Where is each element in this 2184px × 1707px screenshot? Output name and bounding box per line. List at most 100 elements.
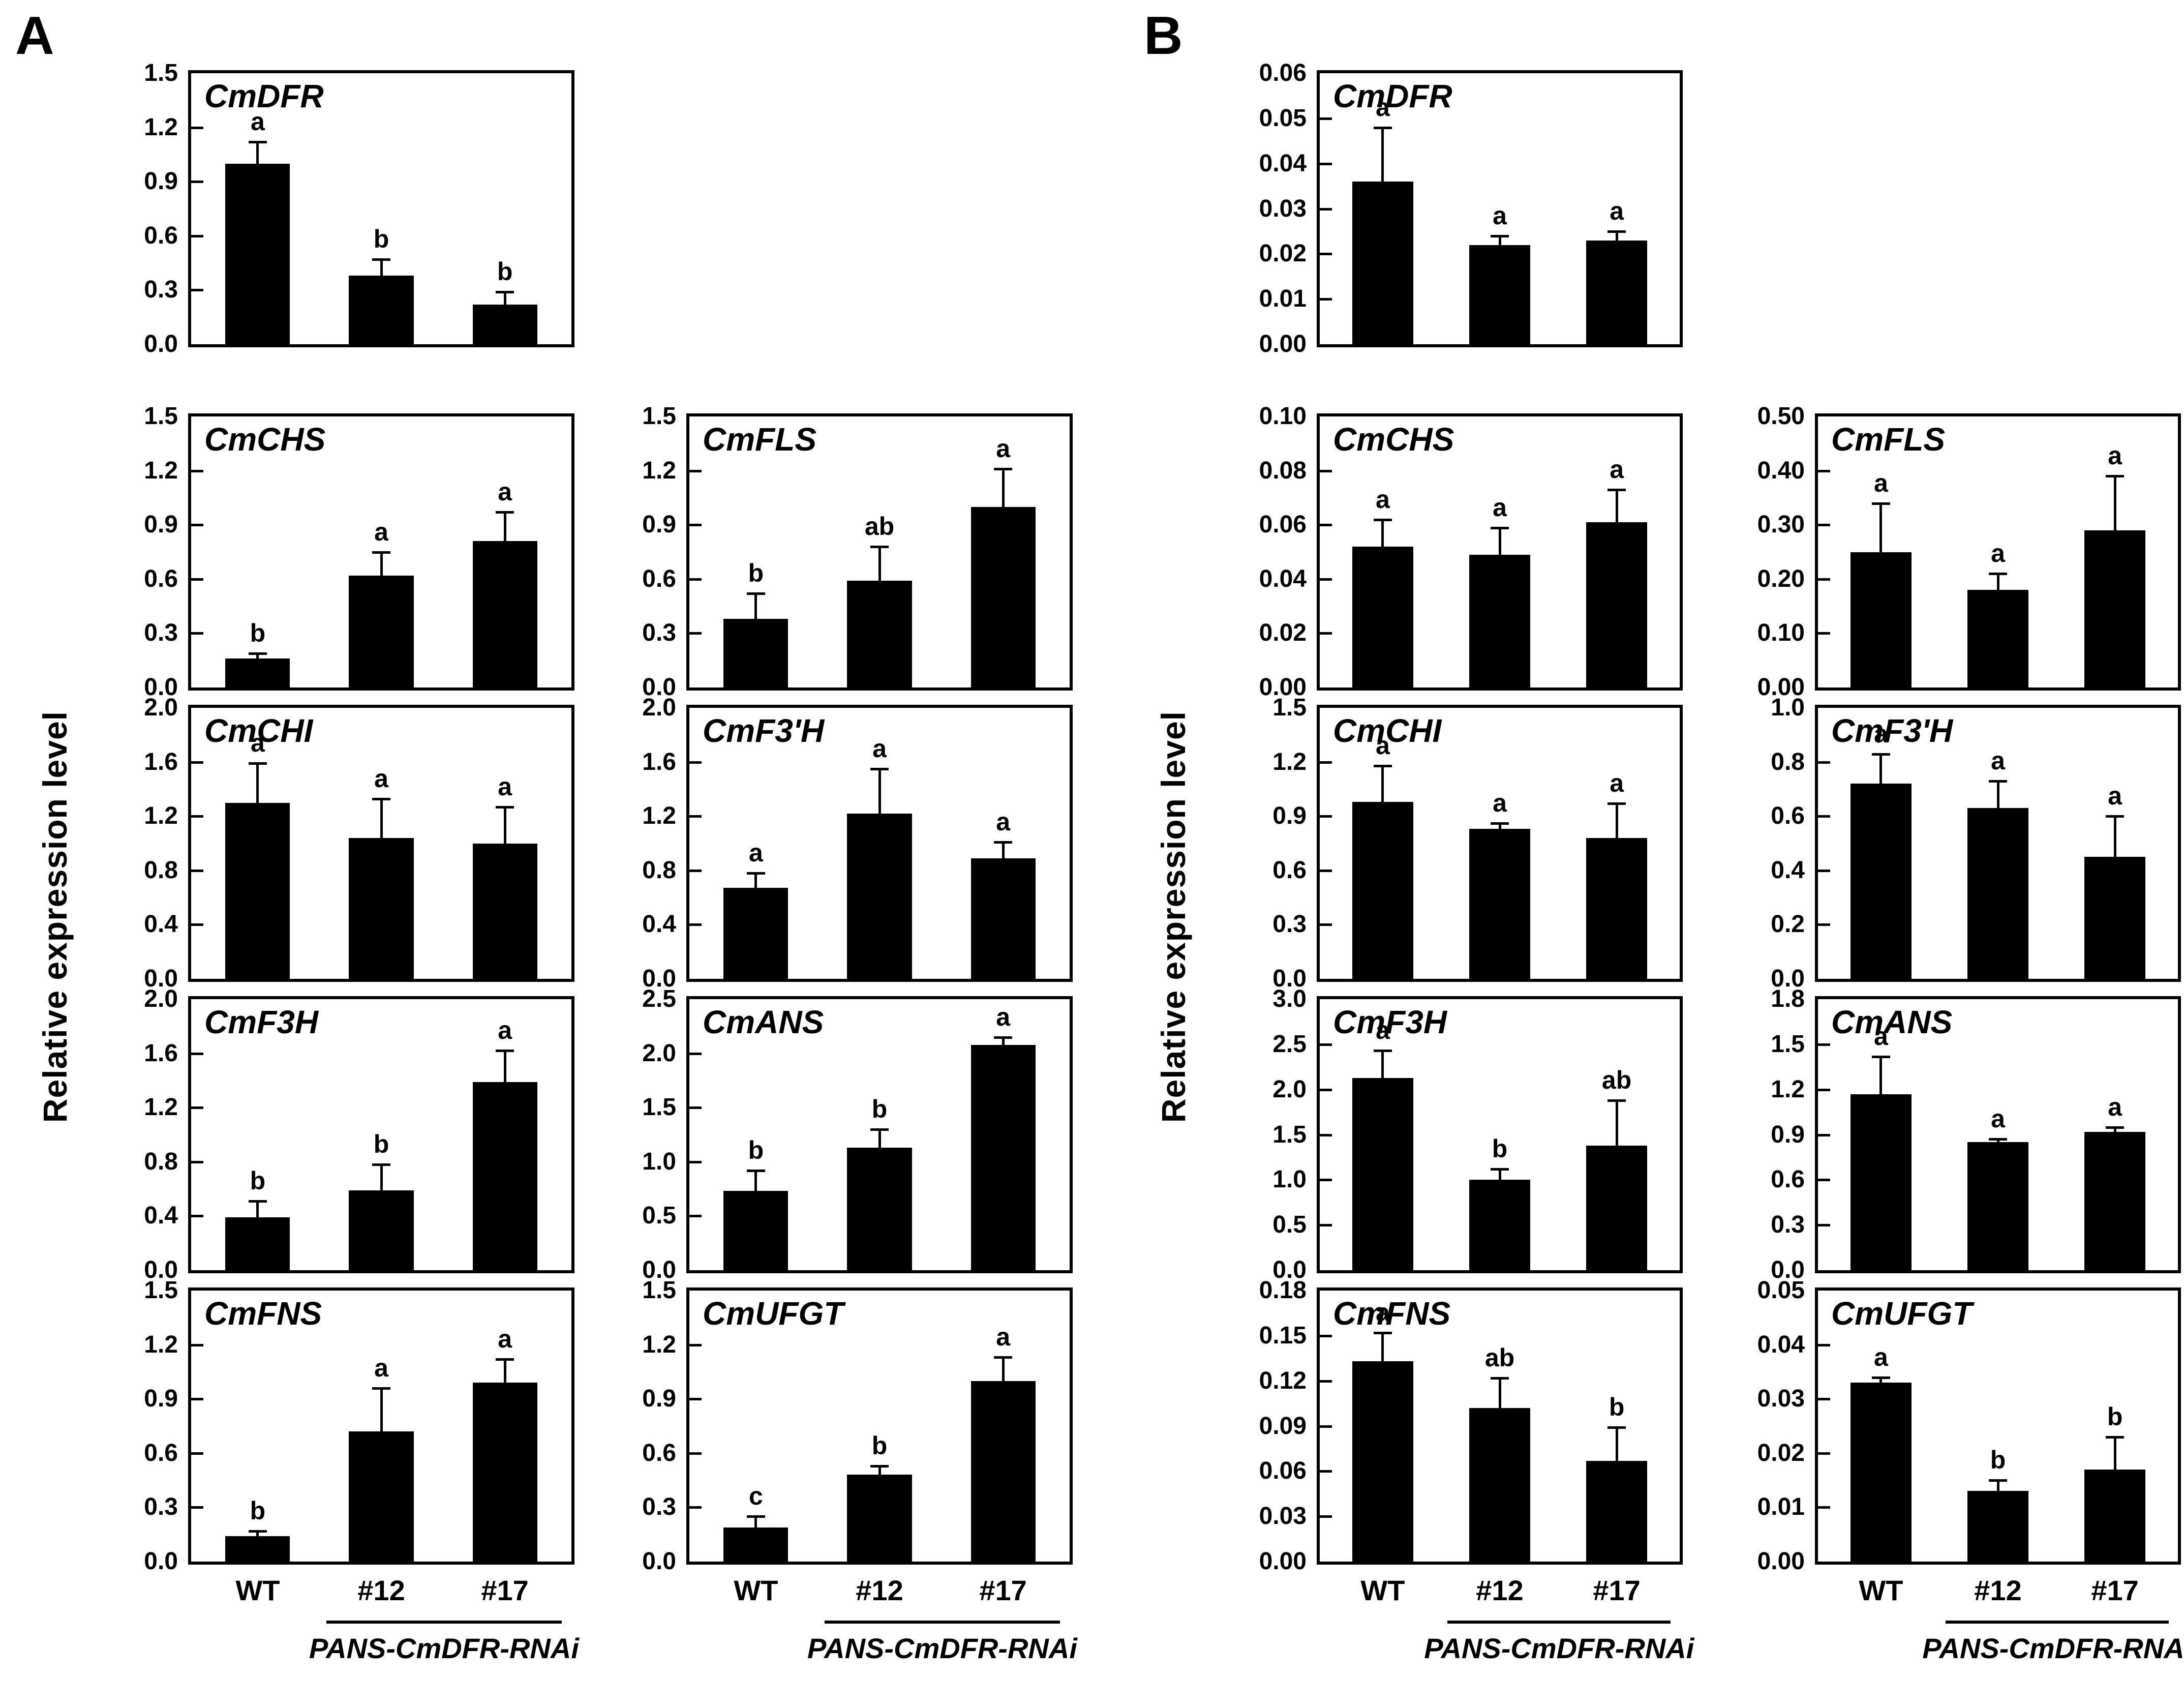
y-tick-mark xyxy=(191,524,203,527)
error-bar-cap xyxy=(2106,475,2125,478)
y-tick-label: 0.6 xyxy=(1771,1166,1805,1193)
y-tick-label: 0.8 xyxy=(642,856,676,884)
y-tick-label: 0.6 xyxy=(144,565,178,592)
error-bar xyxy=(1615,231,1618,241)
y-tick-label: 1.2 xyxy=(1272,748,1307,775)
error-bar-cap xyxy=(994,468,1013,471)
plot-area: CmFLS b ab a xyxy=(686,413,1073,691)
error-bar xyxy=(256,653,259,659)
y-tick-mark xyxy=(1818,923,1830,926)
bar-WT xyxy=(225,163,290,344)
error-bar xyxy=(503,1359,506,1383)
bar-#12 xyxy=(349,575,414,687)
plot-area: CmFNS a ab b xyxy=(1317,1287,1683,1565)
bar-#12 xyxy=(349,1431,414,1562)
error-bar xyxy=(2113,1127,2116,1132)
y-tick-mark xyxy=(1818,761,1830,764)
error-bar-cap xyxy=(1607,488,1626,491)
significance-letter: b xyxy=(250,1496,266,1525)
error-bar xyxy=(878,546,881,581)
y-tick-label: 0.3 xyxy=(1272,911,1307,938)
y-tick-label: 0.3 xyxy=(144,1493,178,1521)
y-tick-mark xyxy=(191,923,203,926)
bar-WT xyxy=(723,1527,788,1562)
panel-B-label: B xyxy=(1144,6,1183,66)
y-tick-mark xyxy=(191,1506,203,1509)
error-bar xyxy=(878,768,881,814)
error-bar-cap xyxy=(248,1200,267,1203)
bar-#12 xyxy=(349,275,414,344)
plot-area: CmANS b b a xyxy=(686,996,1073,1273)
y-tick-label: 0.10 xyxy=(1757,619,1805,647)
significance-letter: a xyxy=(498,1325,512,1354)
error-bar xyxy=(256,1531,259,1537)
y-tick-mark xyxy=(1320,1043,1332,1046)
y-tick-mark xyxy=(1320,524,1332,527)
y-tick-label: 0.9 xyxy=(1771,1121,1805,1148)
error-bar xyxy=(256,1201,259,1218)
y-tick-label: 1.5 xyxy=(144,403,178,430)
y-tick-label: 1.5 xyxy=(642,1094,676,1121)
y-tick-label: 2.5 xyxy=(1272,1030,1307,1058)
error-bar-cap xyxy=(496,1358,514,1361)
error-bar-cap xyxy=(994,1356,1013,1359)
y-tick-label: 1.6 xyxy=(144,1039,178,1067)
y-tick-label: 0.20 xyxy=(1757,565,1805,592)
bar-#17 xyxy=(2084,1469,2146,1562)
chart-title: CmCHS xyxy=(1333,421,1454,458)
group-label: PANS-CmDFR-RNAi xyxy=(1922,1632,2184,1664)
significance-letter: a xyxy=(996,434,1010,463)
y-tick-label: 0.9 xyxy=(1272,802,1307,830)
y-tick-mark xyxy=(689,1106,702,1110)
error-bar-cap xyxy=(1871,753,1890,756)
chart-title: CmCHI xyxy=(204,712,313,749)
error-bar-cap xyxy=(1491,234,1509,237)
error-bar-cap xyxy=(1607,230,1626,233)
y-tick-mark xyxy=(191,632,203,635)
significance-letter: a xyxy=(1493,493,1507,522)
y-tick-label: 1.5 xyxy=(642,403,676,430)
bar-#12 xyxy=(1967,1142,2029,1270)
y-tick-label: 0.00 xyxy=(1259,674,1307,701)
error-bar-cap xyxy=(1491,1376,1509,1380)
plot-area: CmUFGT a b b xyxy=(1815,1287,2181,1565)
x-category-label-WT: WT xyxy=(1360,1574,1405,1606)
y-tick-mark xyxy=(191,1343,203,1346)
bar-#12 xyxy=(1967,808,2029,979)
y-tick-mark xyxy=(1818,578,1830,581)
group-underline xyxy=(1447,1621,1671,1624)
y-tick-mark xyxy=(1818,632,1830,635)
significance-letter: a xyxy=(1610,196,1624,225)
error-bar-cap xyxy=(1871,502,1890,505)
bar-WT xyxy=(1352,1361,1414,1562)
significance-letter: a xyxy=(2108,1092,2122,1121)
error-bar xyxy=(2113,816,2116,857)
chart-A-CmCHI: 0.0 0.4 0.8 1.2 1.6 2.0 CmCHI a a a xyxy=(76,694,574,1124)
y-tick-mark xyxy=(1320,869,1332,872)
chart-A-CmF3'H: 0.0 0.4 0.8 1.2 1.6 2.0 CmF3'H a a a xyxy=(574,694,1073,1124)
y-tick-label: 0.6 xyxy=(642,565,676,592)
y-tick-label: 0.03 xyxy=(1259,1503,1307,1530)
group-label: PANS-CmDFR-RNAi xyxy=(309,1632,579,1664)
bar-WT xyxy=(1850,1383,1912,1562)
error-bar xyxy=(1002,842,1005,858)
error-bar xyxy=(1498,527,1501,555)
y-tick-label: 2.0 xyxy=(642,1039,676,1067)
y-tick-label: 1.2 xyxy=(144,113,178,141)
significance-letter: ab xyxy=(1484,1343,1515,1372)
significance-letter: ab xyxy=(864,512,895,541)
error-bar xyxy=(503,291,506,305)
significance-letter: b xyxy=(2107,1402,2123,1431)
bar-#17 xyxy=(1586,240,1648,344)
y-tick-mark xyxy=(191,578,203,581)
y-tick-label: 0.2 xyxy=(1771,911,1805,938)
y-tick-mark xyxy=(1320,1470,1332,1473)
bar-#12 xyxy=(1469,554,1531,687)
y-tick-mark xyxy=(689,1452,702,1455)
plot-area: CmF3'H a a a xyxy=(1815,705,2181,982)
y-tick-label: 0.0 xyxy=(1272,965,1307,992)
x-category-label-#17: #17 xyxy=(2091,1574,2139,1606)
error-bar-cap xyxy=(248,652,267,655)
error-bar xyxy=(256,142,259,164)
y-tick-mark xyxy=(1320,1088,1332,1091)
